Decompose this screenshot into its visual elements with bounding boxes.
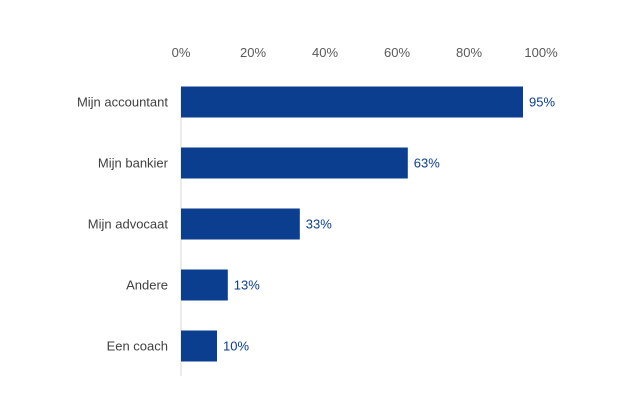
x-tick-label: 100% (524, 45, 558, 60)
data-label: 13% (234, 278, 260, 293)
data-label: 63% (414, 156, 440, 171)
category-labels: Mijn accountant Mijn bankier Mijn advocaat… (77, 95, 169, 354)
x-tick-label: 80% (456, 45, 482, 60)
data-label: 10% (223, 339, 249, 354)
x-tick-label: 0% (172, 45, 191, 60)
category-label: Andere (126, 278, 168, 293)
category-label: Mijn bankier (98, 156, 169, 171)
bars (181, 86, 523, 362)
category-label: Een coach (107, 339, 168, 354)
bar (181, 86, 523, 118)
bar (181, 208, 300, 240)
data-label: 33% (306, 217, 332, 232)
bar (181, 330, 217, 362)
x-tick-label: 20% (240, 45, 266, 60)
x-axis-ticks: 0% 20% 40% 60% 80% 100% (172, 45, 558, 60)
bar (181, 147, 408, 179)
category-label: Mijn advocaat (88, 217, 169, 232)
x-tick-label: 40% (312, 45, 338, 60)
x-tick-label: 60% (384, 45, 410, 60)
category-label: Mijn accountant (77, 95, 168, 110)
data-label: 95% (529, 95, 555, 110)
value-labels: 95% 63% 33% 13% 10% (223, 95, 555, 354)
bar (181, 269, 228, 301)
